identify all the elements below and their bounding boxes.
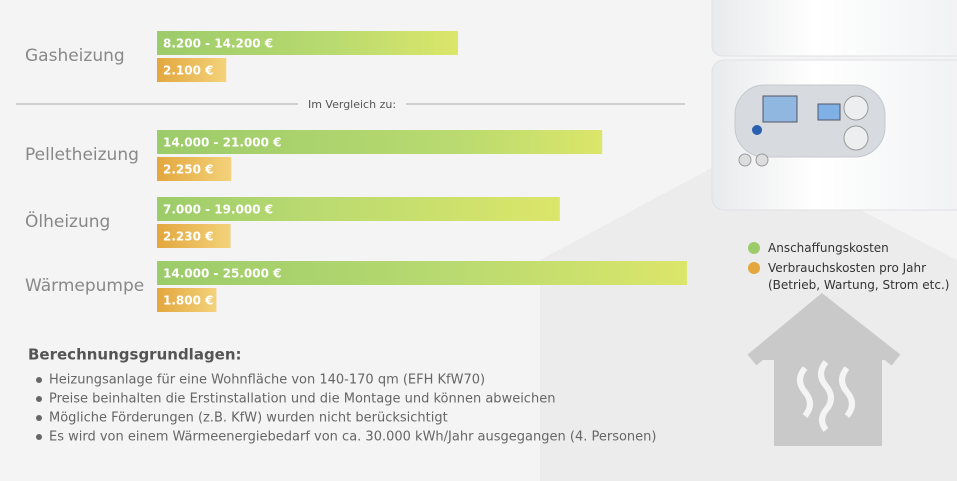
- bullet: [36, 396, 42, 402]
- bar: [157, 224, 231, 248]
- notes-title: Berechnungsgrundlagen:: [28, 346, 242, 364]
- category-label: Gasheizung: [25, 46, 125, 66]
- legend-label: Verbrauchskosten pro Jahr (Betrieb, Wart…: [768, 261, 950, 292]
- note: Heizungsanlage für eine Wohnfläche von 1…: [49, 373, 485, 388]
- bullet: [36, 377, 42, 383]
- legend-item: Verbrauchskosten pro Jahr (Betrieb, Wart…: [748, 260, 953, 294]
- note: Es wird von einem Wärmeenergiebedarf von…: [49, 430, 656, 445]
- bar: [157, 31, 459, 55]
- legend-item: Anschaffungskosten: [748, 240, 953, 257]
- value-label: 2.230 €: [163, 230, 213, 244]
- value-label: 14.000 - 21.000 €: [163, 136, 281, 150]
- value-label: 2.100 €: [163, 64, 213, 78]
- boiler-image: [711, 0, 957, 211]
- note: Preise beinhalten die Erstinstallation u…: [49, 392, 555, 407]
- bar: [157, 130, 603, 154]
- bar: [157, 261, 687, 285]
- legend-swatch: [748, 262, 760, 274]
- value-label: 7.000 - 19.000 €: [163, 203, 273, 217]
- divider-label: Im Vergleich zu:: [308, 98, 396, 111]
- bar: [157, 157, 232, 181]
- value-label: 8.200 - 14.200 €: [163, 37, 273, 51]
- bullet: [36, 434, 42, 440]
- bullet: [36, 415, 42, 421]
- legend-label: Anschaffungskosten: [768, 241, 889, 255]
- house-icon: [747, 293, 901, 446]
- value-label: 1.800 €: [163, 294, 213, 308]
- note: Mögliche Förderungen (z.B. KfW) wurden n…: [49, 411, 448, 426]
- value-label: 14.000 - 25.000 €: [163, 267, 281, 281]
- legend-swatch: [748, 242, 760, 254]
- bar: [157, 58, 227, 82]
- bar: [157, 197, 560, 221]
- category-label: Wärmepumpe: [25, 276, 144, 296]
- value-label: 2.250 €: [163, 163, 213, 177]
- category-label: Pelletheizung: [25, 145, 139, 165]
- category-label: Ölheizung: [25, 210, 110, 232]
- bar: [157, 288, 217, 312]
